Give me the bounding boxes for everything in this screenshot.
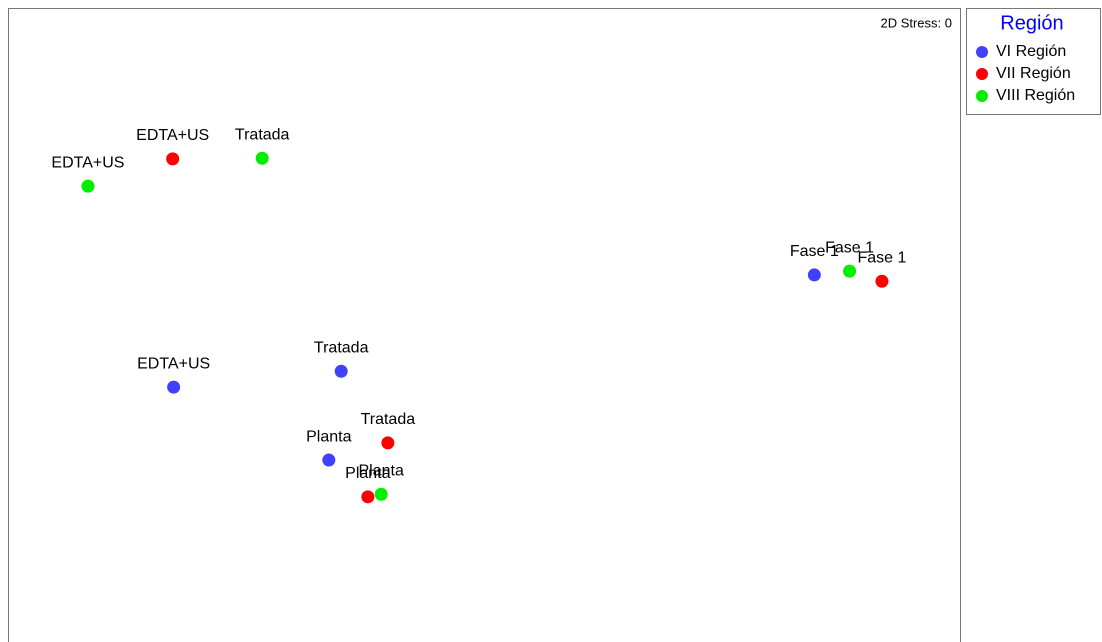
- point-label: EDTA+US: [51, 154, 124, 171]
- point-label: Tratada: [235, 126, 290, 143]
- legend-label: VII Región: [996, 65, 1071, 82]
- point-label: Planta: [358, 462, 403, 479]
- legend-label: VIII Región: [996, 87, 1075, 104]
- point-label: Tratada: [361, 411, 416, 428]
- point-label: Fase 1: [790, 243, 839, 260]
- point: [334, 364, 348, 378]
- point: [255, 151, 269, 165]
- legend-title: Región: [1000, 12, 1063, 34]
- point-label: Planta: [345, 465, 390, 482]
- point-label: Fase 1: [857, 249, 906, 266]
- point-label: EDTA+US: [136, 127, 209, 144]
- point: [875, 274, 889, 288]
- point: [361, 490, 375, 504]
- legend-marker: [976, 90, 988, 102]
- point: [81, 179, 95, 193]
- point: [381, 436, 395, 450]
- legend-marker: [976, 68, 988, 80]
- point: [374, 487, 388, 501]
- stress-annotation: 2D Stress: 0: [880, 15, 952, 30]
- legend-box: [966, 8, 1101, 115]
- point: [166, 152, 180, 166]
- point: [843, 264, 857, 278]
- point-label: Planta: [306, 428, 351, 445]
- point: [167, 380, 181, 394]
- point-label: EDTA+US: [137, 355, 210, 372]
- point: [807, 268, 821, 282]
- plot-frame: [8, 8, 961, 642]
- point: [322, 453, 336, 467]
- legend-label: VI Región: [996, 43, 1066, 60]
- point-label: Fase 1: [825, 239, 874, 256]
- point-label: Tratada: [314, 340, 369, 357]
- legend-marker: [976, 46, 988, 58]
